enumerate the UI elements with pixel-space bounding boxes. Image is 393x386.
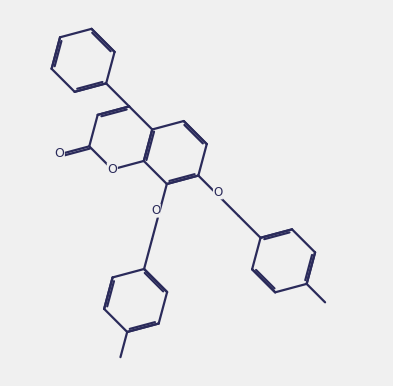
Text: O: O <box>54 147 64 161</box>
Text: O: O <box>107 163 117 176</box>
Text: O: O <box>213 186 222 199</box>
Text: O: O <box>151 204 160 217</box>
